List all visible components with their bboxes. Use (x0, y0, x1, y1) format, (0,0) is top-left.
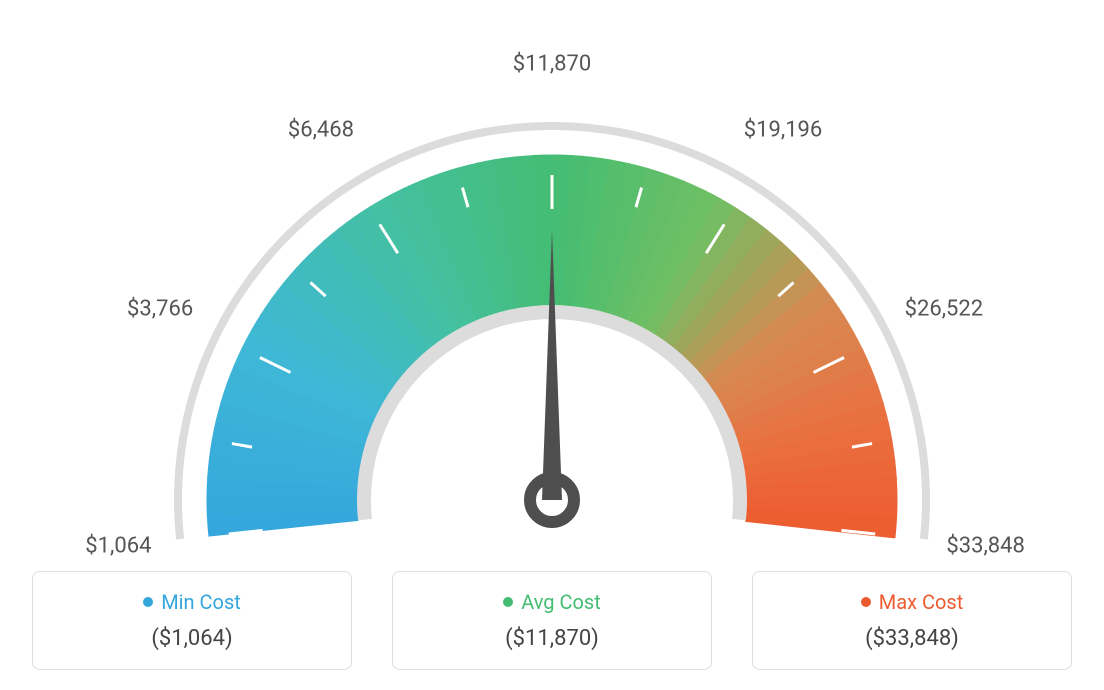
legend-value: ($11,870) (403, 626, 701, 651)
legend-card: Avg Cost ($11,870) (392, 571, 712, 670)
legend-title-text: Max Cost (879, 590, 964, 614)
legend-title-text: Min Cost (161, 590, 241, 614)
gauge-svg (0, 0, 1104, 550)
legend-title: Max Cost (763, 590, 1061, 614)
gauge-tick-label: $26,522 (905, 296, 984, 321)
gauge-tick-label: $6,468 (288, 118, 354, 143)
gauge-chart: $1,064$3,766$6,468$11,870$19,196$26,522$… (0, 0, 1104, 550)
legend-card: Min Cost ($1,064) (32, 571, 352, 670)
gauge-tick-label: $11,870 (513, 52, 592, 77)
gauge-tick-label: $33,848 (946, 533, 1025, 558)
legend-dot-icon (143, 597, 153, 607)
legend-value: ($1,064) (43, 626, 341, 651)
legend-title: Min Cost (43, 590, 341, 614)
legend-title-text: Avg Cost (521, 590, 601, 614)
gauge-tick-label: $19,196 (744, 118, 823, 143)
legend-dot-icon (503, 597, 513, 607)
legend-card: Max Cost ($33,848) (752, 571, 1072, 670)
legend-title: Avg Cost (403, 590, 701, 614)
gauge-tick-label: $1,064 (85, 533, 151, 558)
gauge-tick-label: $3,766 (127, 296, 193, 321)
legend-row: Min Cost ($1,064) Avg Cost ($11,870) Max Cos… (0, 571, 1104, 670)
legend-dot-icon (861, 597, 871, 607)
legend-value: ($33,848) (763, 626, 1061, 651)
